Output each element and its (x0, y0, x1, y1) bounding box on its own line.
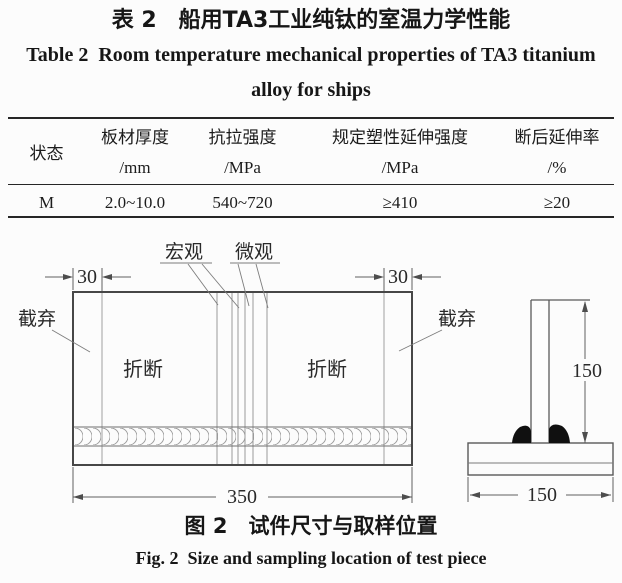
dim-edge-left-value: 30 (77, 266, 97, 288)
macro-micro-leader-lines (160, 262, 280, 309)
cutoff-left-label: 截弃 (18, 308, 56, 330)
cutoff-left-leader (51, 329, 91, 353)
dim-flange-width-value: 150 (527, 484, 557, 506)
col-header-tensile: 抗拉强度 /MPa (185, 119, 300, 184)
dim-edge-right-value: 30 (388, 266, 408, 288)
sampling-cut-lines (216, 292, 268, 465)
figure-caption-zh: 图 2 试件尺寸与取样位置 (184, 514, 438, 538)
macro-label: 宏观 (165, 241, 203, 263)
table-header-row: 状态 板材厚度 /mm 抗拉强度 /MPa 规定塑性延伸强度 /MPa 断后延伸… (8, 119, 614, 185)
specimen-diagram: 30 30 宏观 微观 截弃 (18, 241, 614, 508)
figure-caption-en: Fig. 2 Size and sampling location of tes… (135, 548, 487, 568)
col-header-elongation-unit: /% (547, 157, 567, 177)
dim-150h-text-mask (518, 482, 566, 505)
col-header-yield-name: 规定塑性延伸强度 (332, 127, 468, 147)
col-header-thickness-name: 板材厚度 (101, 127, 169, 147)
weld-fillet-left (512, 425, 531, 443)
state-cell: M (38, 192, 55, 212)
test-plate-view: 30 30 宏观 微观 截弃 (18, 241, 476, 508)
web-plate (530, 299, 590, 443)
col-header-yield-unit: /MPa (381, 157, 419, 177)
mech-properties-table: 状态 板材厚度 /mm 抗拉强度 /MPa 规定塑性延伸强度 /MPa 断后延伸… (8, 117, 614, 218)
table-title-en-line2: alloy for ships (251, 79, 371, 101)
dim-150v-text-mask (568, 359, 604, 381)
tjoint-section-view: 150 150 (467, 299, 614, 506)
dim-web-height-value: 150 (572, 360, 602, 382)
table-data-row: M 2.0~10.0 540~720 ≥410 ≥20 (8, 187, 614, 218)
dim-edge-right (355, 268, 441, 291)
tensile-cell: 540~720 (212, 192, 273, 212)
cutoff-right-label: 截弃 (438, 308, 476, 330)
col-header-thickness-unit: /mm (119, 157, 151, 177)
dim-350-text-mask (216, 484, 268, 507)
elongation-cell: ≥20 (543, 192, 571, 212)
col-header-state: 状态 (29, 144, 64, 163)
dim-edge-left (45, 268, 131, 291)
flange-plate (467, 442, 614, 476)
col-header-elongation: 断后延伸率 /% (500, 119, 614, 184)
yield-cell: ≥410 (382, 192, 418, 212)
col-header-tensile-unit: /MPa (224, 157, 261, 177)
dim-length-value: 350 (227, 486, 257, 508)
thickness-cell: 2.0~10.0 (104, 192, 166, 212)
col-header-yield: 规定塑性延伸强度 /MPa (300, 119, 500, 184)
weld-fillet-right (549, 424, 570, 443)
weld-seam-band (73, 426, 412, 447)
micro-label: 微观 (235, 241, 273, 263)
break-right-label: 折断 (307, 358, 347, 381)
col-header-thickness: 板材厚度 /mm (85, 119, 185, 184)
break-left-label: 折断 (123, 358, 163, 381)
table-title-en-line1: Table 2 Room temperature mechanical prop… (26, 44, 596, 66)
cutoff-right-leader (398, 329, 443, 352)
plate-outline (72, 291, 413, 466)
table-title-zh: 表 2 船用TA3工业纯钛的室温力学性能 (111, 8, 511, 33)
col-header-tensile-name: 抗拉强度 (208, 127, 277, 147)
col-header-elongation-name: 断后延伸率 (514, 127, 600, 147)
